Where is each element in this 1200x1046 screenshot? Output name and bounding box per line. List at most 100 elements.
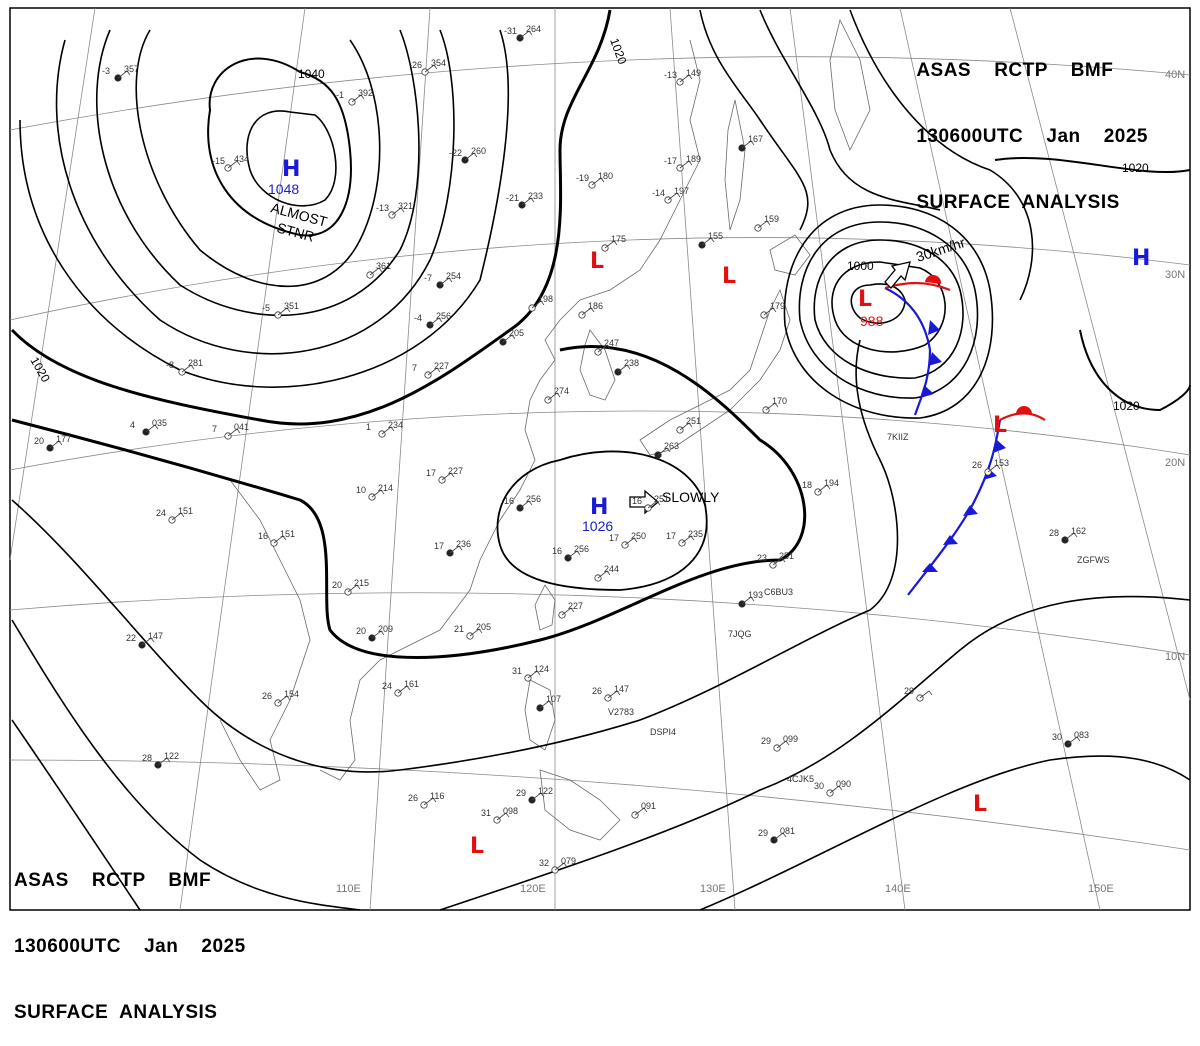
isobar-low-ring4	[798, 221, 979, 399]
lon-100-line	[9, 7, 96, 561]
station-plot: 24 161	[382, 679, 419, 697]
station-pressure: 263	[664, 441, 679, 451]
ship-id: 7JQG	[728, 629, 752, 639]
isobar-1024-a	[11, 344, 807, 659]
station-pressure: 215	[354, 578, 369, 588]
wind-barb-icon	[657, 447, 671, 456]
wind-barb-icon	[429, 317, 443, 326]
isobar-low-1000	[831, 261, 946, 353]
wind-barb-icon	[277, 695, 291, 704]
lon-120-line	[369, 7, 431, 911]
high-note-2: SLOWLY	[662, 489, 720, 505]
isobar-low-ring3	[813, 239, 964, 379]
station-pressure: 079	[561, 856, 576, 866]
station-pressure: 193	[748, 590, 763, 600]
station-pressure: 247	[604, 338, 619, 348]
station-pressure: 170	[772, 396, 787, 406]
station-temp: 17	[426, 468, 436, 478]
station-pressure: 116	[430, 791, 444, 801]
station-temp: 24	[382, 681, 392, 691]
header-line-1: ASAS RCTP BMF	[916, 60, 1114, 81]
station-plot: 16 256	[552, 544, 589, 562]
station-temp: -31	[504, 26, 517, 36]
station-temp: -21	[506, 193, 519, 203]
station-pressure: 254	[446, 271, 461, 281]
wind-barb-icon	[531, 792, 545, 801]
station-plot: 23 251	[757, 551, 794, 569]
station-temp: 17	[609, 533, 619, 543]
station-pressure: 321	[398, 201, 413, 211]
station-plot: 186	[578, 301, 603, 319]
station-plot: 179	[760, 301, 785, 319]
wind-barb-icon	[381, 426, 395, 435]
station-plot: 1 234	[366, 420, 403, 438]
station-pressure: 161	[404, 679, 419, 689]
station-temp: 18	[802, 480, 812, 490]
low-center-1: L	[858, 287, 872, 312]
station-temp: 32	[539, 858, 549, 868]
station-plot: 167	[738, 134, 763, 152]
station-temp: 28	[142, 753, 152, 763]
wind-barb-icon	[424, 64, 438, 73]
station-plot: 193	[738, 590, 763, 608]
kamchatka	[829, 18, 871, 151]
station-plot: 247	[594, 338, 619, 356]
station-plot: -4 256	[414, 311, 451, 329]
station-plot: 20 177	[34, 434, 71, 452]
isobar-south-2	[11, 619, 361, 911]
wind-barb-icon	[741, 140, 755, 149]
station-temp: -8	[166, 360, 174, 370]
isobar-equator	[439, 595, 1191, 911]
station-temp: 7	[412, 363, 417, 373]
lat-40-line	[9, 56, 1191, 131]
station-plots: -3 357-1 392-26 354-31 264-13 149-15 434-22 260…	[34, 24, 1089, 874]
station-plot: 7 227	[412, 361, 449, 379]
station-pressure: 434	[234, 154, 249, 164]
lon-170-line	[1009, 7, 1191, 701]
wind-barb-icon	[371, 489, 385, 498]
wind-barb-icon	[776, 740, 790, 749]
station-pressure: 227	[448, 466, 463, 476]
station-temp: -13	[376, 203, 389, 213]
station-plot: 20 215	[332, 578, 369, 596]
wind-barb-icon	[567, 550, 581, 559]
station-plot: 30 090	[814, 779, 851, 797]
station-pressure: 354	[431, 58, 446, 68]
isobars	[10, 9, 1191, 911]
wind-barb-icon	[397, 685, 411, 694]
station-pressure: 151	[178, 506, 193, 516]
ship-id: 4CJK5	[787, 774, 814, 784]
wind-barb-icon	[773, 832, 787, 841]
station-temp: -13	[664, 70, 677, 80]
header-line-3: SURFACE ANALYSIS	[14, 1002, 218, 1023]
isobar-h-ring5	[55, 29, 455, 355]
station-plot: 7 041	[212, 422, 249, 440]
wind-barb-icon	[449, 545, 463, 554]
station-temp: 16	[504, 496, 514, 506]
lat-10-label: 10N	[1165, 651, 1185, 663]
station-pressure: 251	[779, 551, 794, 561]
station-pressure: 189	[686, 154, 701, 164]
cold-front-triangle	[943, 535, 958, 545]
station-pressure: 274	[554, 386, 569, 396]
wind-barb-icon	[527, 670, 541, 679]
header-bottom-left: ASAS RCTP BMF 130600UTC Jan 2025 SURFACE…	[14, 826, 246, 1046]
station-pressure: 281	[188, 358, 203, 368]
wind-barb-icon	[772, 557, 786, 566]
cold-front-triangle	[928, 320, 940, 335]
station-temp: 20	[356, 626, 366, 636]
lon-120-label: 120E	[520, 883, 546, 895]
station-plot: 10 214	[356, 483, 393, 501]
station-temp: -19	[576, 173, 589, 183]
wind-barb-icon	[145, 424, 159, 433]
station-plot: 205	[499, 328, 524, 346]
station-temp: -4	[414, 313, 422, 323]
station-pressure: 250	[631, 531, 646, 541]
lon-110-label: 110E	[336, 883, 361, 895]
wind-barb-icon	[667, 192, 681, 201]
wind-barb-icon	[817, 484, 831, 493]
warm-front-semicircle	[1016, 406, 1032, 414]
station-plot: 4 035	[130, 418, 167, 436]
wind-barb-icon	[347, 584, 361, 593]
station-plot: -21 233	[506, 191, 543, 209]
